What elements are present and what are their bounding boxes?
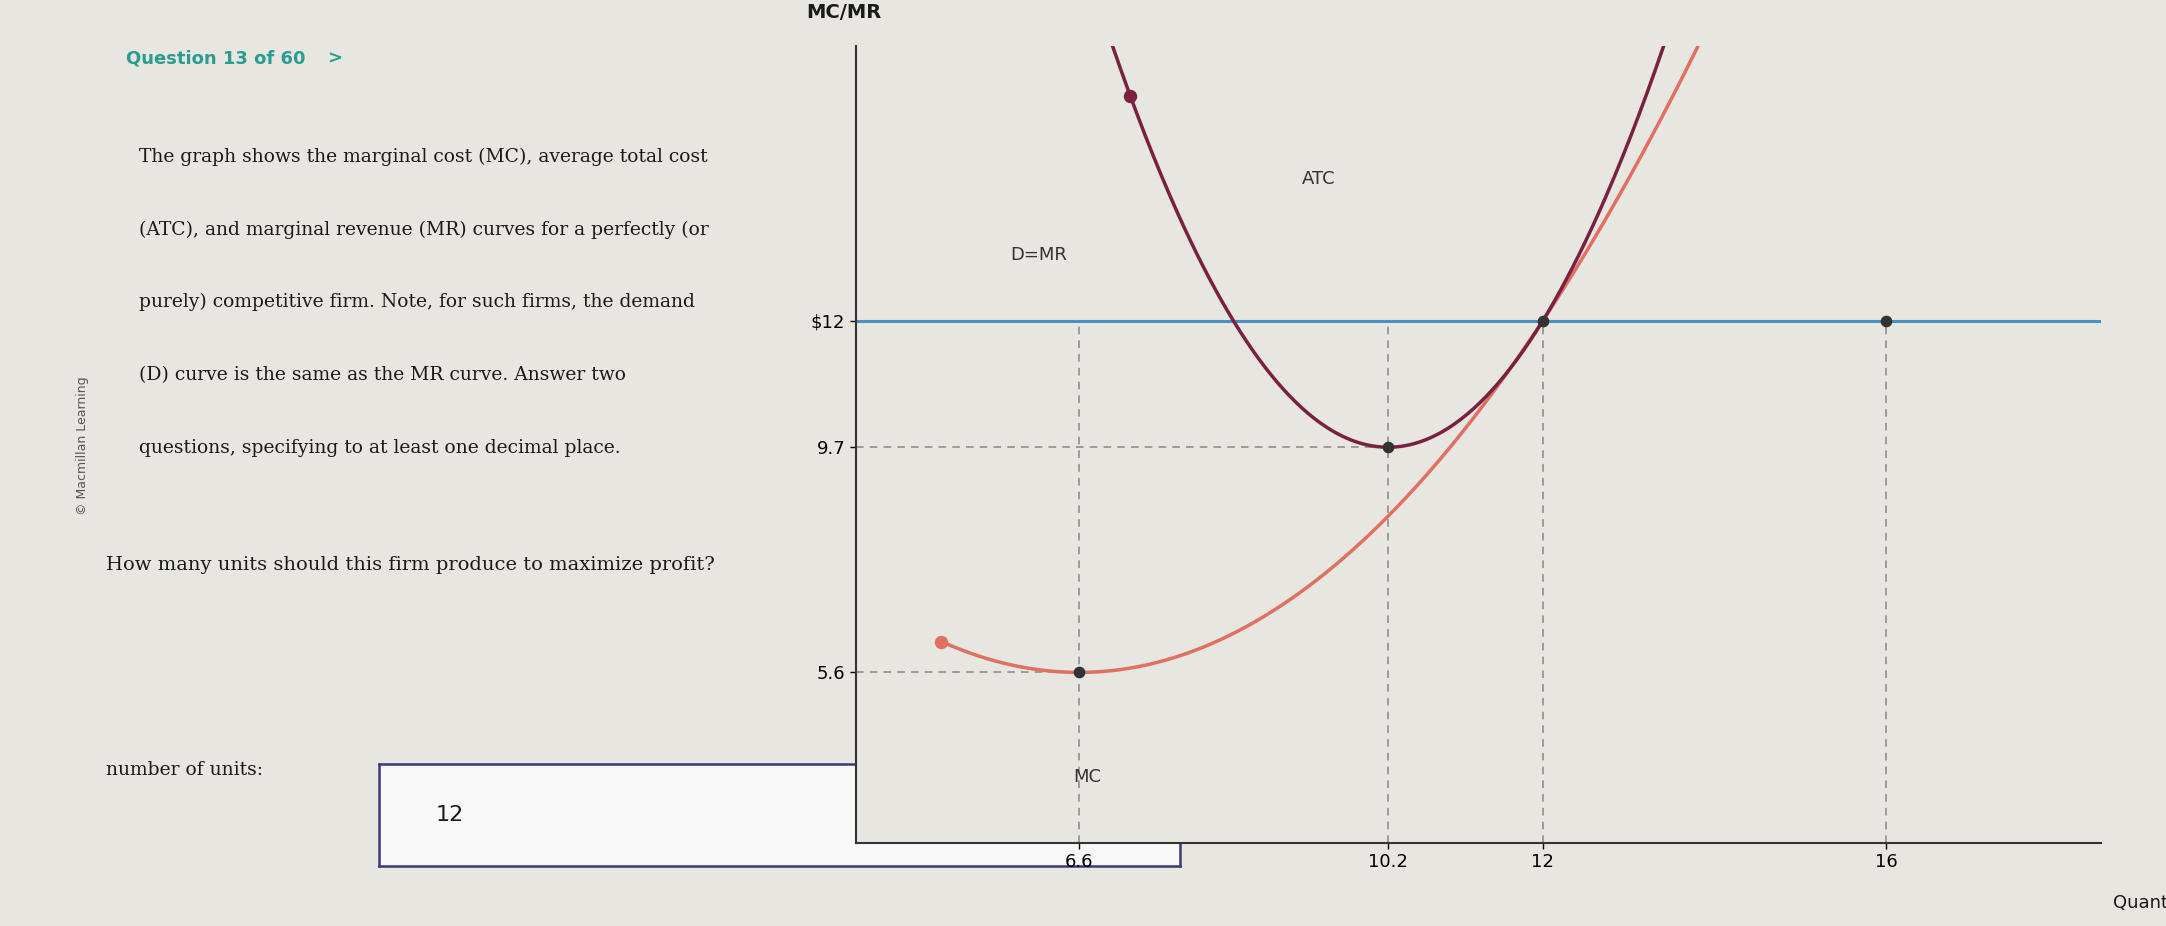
Text: (ATC), and marginal revenue (MR) curves for a perfectly (or: (ATC), and marginal revenue (MR) curves … [139,220,708,239]
Text: purely) competitive firm. Note, for such firms, the demand: purely) competitive firm. Note, for such… [139,294,695,311]
Point [1061,665,1096,680]
Point [1869,314,1904,329]
Text: © Macmillan Learning: © Macmillan Learning [76,376,89,515]
Text: MC: MC [1074,769,1102,786]
Point [925,634,960,649]
Text: Quantity: Quantity [2114,895,2166,912]
Text: MC/MR: MC/MR [806,4,882,22]
Text: 12: 12 [435,805,464,825]
Text: (D) curve is the same as the MR curve. Answer two: (D) curve is the same as the MR curve. A… [139,366,626,384]
Point [1113,89,1148,104]
Text: Question 13 of 60: Question 13 of 60 [126,50,305,68]
Point [1525,314,1560,329]
Text: How many units should this firm produce to maximize profit?: How many units should this firm produce … [106,557,715,574]
Text: questions, specifying to at least one decimal place.: questions, specifying to at least one de… [139,439,619,457]
Text: ATC: ATC [1302,169,1336,188]
Point [1371,440,1406,455]
Text: The graph shows the marginal cost (MC), average total cost: The graph shows the marginal cost (MC), … [139,147,708,166]
Text: D=MR: D=MR [1009,246,1068,265]
Text: number of units:: number of units: [106,760,262,779]
Text: >: > [327,50,342,68]
